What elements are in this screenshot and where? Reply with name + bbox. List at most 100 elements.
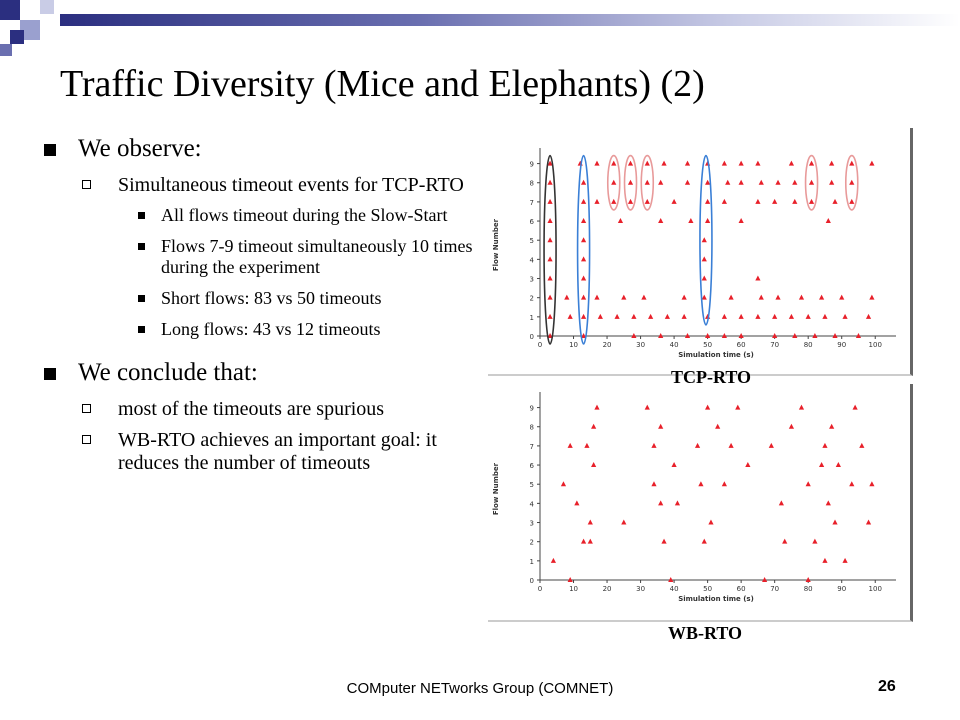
data-point-triangle [684, 160, 691, 166]
y-tick-label: 8 [530, 424, 534, 432]
data-point-triangle [812, 538, 818, 544]
data-point-triangle [644, 160, 650, 166]
x-tick-label: 70 [770, 341, 779, 349]
bullet-text: Flows 7-9 timeout simultaneously 10 time… [161, 236, 473, 277]
data-point-triangle [621, 294, 627, 300]
x-tick-label: 80 [804, 585, 813, 593]
pink-annotation-ellipse [804, 154, 819, 211]
hollow-square-bullet-icon [82, 180, 91, 189]
bullet-item: most of the timeouts are spurious [40, 398, 480, 421]
data-point-triangle [705, 198, 711, 204]
data-point-triangle [755, 313, 761, 319]
data-point-triangle [547, 275, 553, 281]
tcp-rto-caption: TCP-RTO [671, 367, 752, 387]
bullet-text: All flows timeout during the Slow-Start [161, 205, 448, 225]
data-point-triangle [798, 404, 805, 410]
data-point-triangle [721, 160, 727, 166]
data-point-triangle [728, 294, 734, 300]
data-point-triangle [788, 313, 795, 319]
data-point-triangle [705, 179, 711, 185]
data-point-triangle [808, 179, 815, 185]
y-tick-label: 3 [530, 520, 534, 528]
x-tick-label: 60 [737, 585, 746, 593]
tcp-rto-plot: 0 1 2 3 4 5 6 7 8 9 0 10 20 30 40 50 60 70 80 90 100 Simulati… [488, 128, 913, 376]
data-point-triangle [825, 500, 831, 506]
small-square-bullet-icon [138, 326, 145, 333]
data-point-triangle [664, 313, 670, 319]
data-point-triangle [701, 237, 707, 243]
data-point-triangle [738, 160, 744, 166]
data-point-triangle [829, 160, 835, 166]
data-point-triangle [574, 500, 580, 506]
bullet-list: We observe: Simultaneous timeout events … [40, 134, 480, 483]
data-point-triangle [658, 179, 664, 185]
bullet-item: We conclude that: [40, 358, 480, 388]
blue-annotation-ellipse [576, 154, 591, 345]
page-number: 26 [878, 678, 896, 695]
small-square-bullet-icon [138, 212, 145, 219]
data-point-triangle [705, 404, 711, 410]
bullet-text: Long flows: 43 vs 12 timeouts [161, 319, 381, 339]
data-point-triangle [597, 313, 603, 319]
data-point-triangle [819, 294, 825, 300]
wb-rto-plot: 0 1 2 3 4 5 6 7 8 9 0 10 20 30 40 50 60 70 80 90 100 Simulati… [488, 384, 913, 622]
x-tick-label: 20 [603, 341, 612, 349]
bullet-item: All flows timeout during the Slow-Start [40, 205, 480, 226]
data-point-triangle [701, 275, 707, 281]
x-tick-label: 0 [538, 585, 542, 593]
x-tick-label: 40 [670, 341, 679, 349]
y-axis-label: Flow Number [492, 218, 500, 271]
data-point-triangle [688, 218, 694, 224]
data-point-triangle [788, 160, 795, 166]
data-point-triangle [755, 198, 761, 204]
data-point-triangle [567, 577, 573, 582]
bullet-text: most of the timeouts are spurious [118, 398, 385, 420]
data-point-triangle [805, 313, 811, 319]
data-point-triangle [822, 313, 828, 319]
data-point-triangle [869, 481, 875, 487]
corner-decoration [0, 0, 60, 60]
bullet-item: Long flows: 43 vs 12 timeouts [40, 319, 480, 340]
data-point-triangle [829, 423, 835, 429]
data-point-triangle [631, 333, 637, 338]
x-tick-label: 20 [603, 585, 612, 593]
data-point-triangle [681, 313, 687, 319]
data-point-triangle [839, 294, 845, 300]
data-point-triangle [567, 442, 573, 448]
data-point-triangle [792, 333, 798, 338]
data-point-triangle [644, 179, 650, 185]
x-tick-label: 0 [538, 341, 542, 349]
data-point-triangle [758, 179, 764, 185]
data-point-triangle [849, 481, 855, 487]
data-point-triangle [842, 557, 848, 563]
data-point-triangle [587, 519, 593, 525]
x-tick-label: 30 [636, 585, 645, 593]
slide-title: Traffic Diversity (Mice and Elephants) (… [60, 63, 705, 105]
data-point-triangle [684, 179, 691, 185]
data-point-triangle [591, 423, 597, 429]
data-point-triangle [580, 294, 587, 300]
x-axis-label: Simulation time (s) [678, 595, 754, 603]
data-point-triangle [671, 462, 677, 468]
data-point-triangle [819, 462, 825, 468]
x-tick-label: 10 [569, 585, 578, 593]
data-point-triangle [738, 179, 744, 185]
wb-rto-caption: WB-RTO [668, 623, 743, 643]
data-point-triangle [580, 333, 587, 338]
y-tick-label: 6 [530, 462, 535, 470]
data-point-triangle [644, 198, 650, 204]
data-point-triangle [782, 538, 788, 544]
x-tick-label: 100 [869, 341, 882, 349]
footer-text: COMputer NETworks Group (COMNET) [346, 680, 614, 697]
data-point-triangle [805, 481, 811, 487]
data-point-triangle [547, 218, 553, 224]
x-tick-label: 40 [670, 585, 679, 593]
bullet-text: Short flows: 83 vs 50 timeouts [161, 288, 382, 308]
y-tick-label: 6 [530, 218, 535, 226]
data-point-triangle [768, 442, 774, 448]
data-point-triangle [775, 179, 781, 185]
y-tick-label: 7 [530, 199, 534, 207]
data-point-triangle [580, 275, 587, 281]
x-tick-label: 60 [737, 341, 746, 349]
